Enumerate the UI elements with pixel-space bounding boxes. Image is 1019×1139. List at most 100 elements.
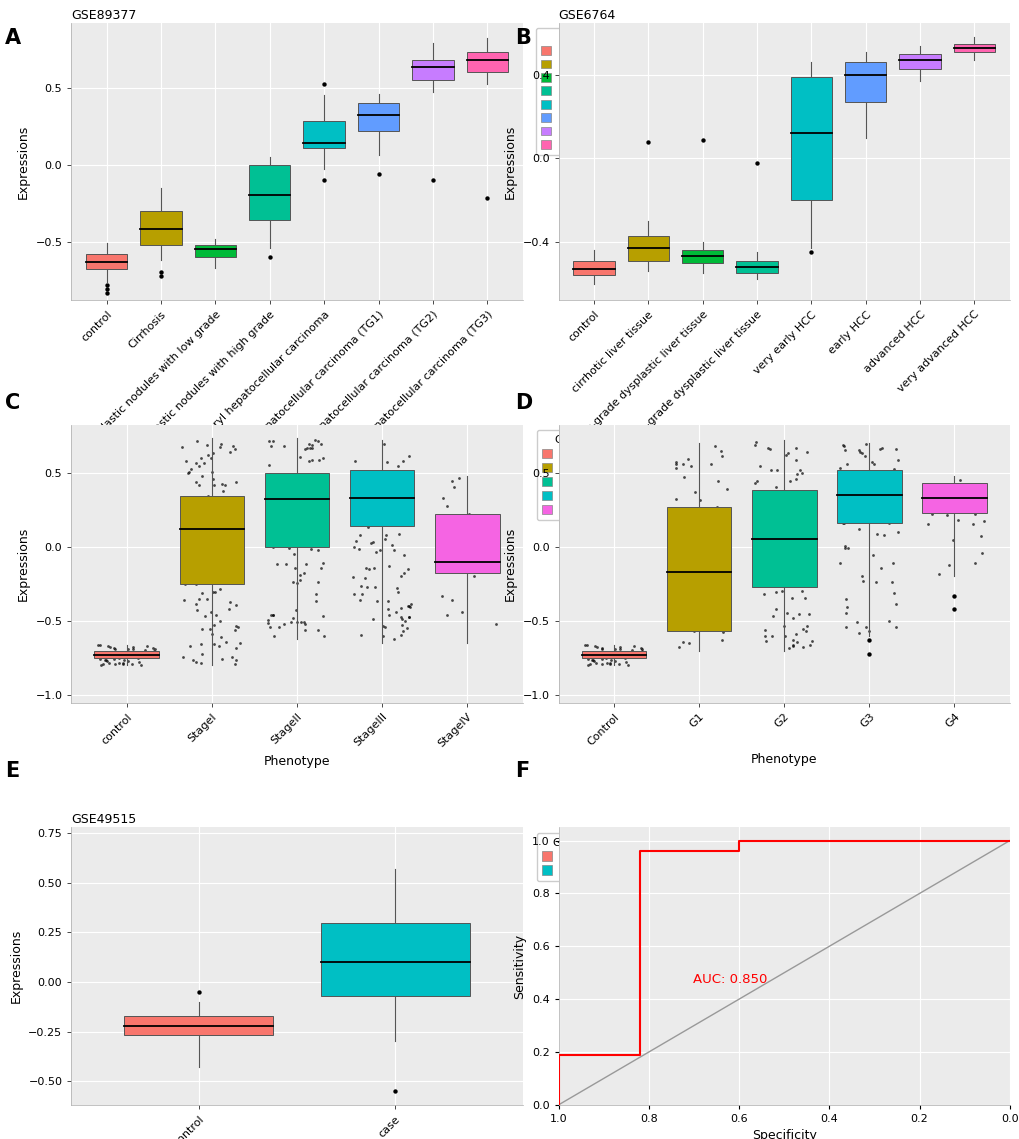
Bar — [320, 923, 469, 995]
Point — [114, 655, 130, 673]
Point — [616, 649, 633, 667]
Point — [479, 189, 495, 207]
Point — [129, 649, 146, 667]
Point — [120, 653, 137, 671]
Point — [686, 505, 702, 523]
Point — [877, 492, 894, 510]
Point — [627, 646, 643, 664]
Point — [231, 517, 248, 535]
Point — [774, 617, 791, 636]
Point — [309, 573, 325, 591]
Point — [136, 645, 152, 663]
Point — [392, 567, 409, 585]
Point — [694, 540, 710, 558]
Point — [793, 464, 809, 482]
Point — [229, 525, 246, 543]
Point — [204, 462, 220, 481]
Point — [834, 436, 850, 454]
Point — [400, 597, 417, 615]
Point — [799, 554, 815, 572]
Point — [633, 640, 649, 658]
Point — [284, 573, 301, 591]
Point — [359, 577, 375, 596]
Point — [975, 482, 991, 500]
Point — [369, 592, 385, 611]
Point — [860, 631, 876, 649]
Point — [379, 600, 395, 618]
Point — [610, 655, 627, 673]
Bar — [790, 77, 832, 200]
Point — [973, 544, 989, 563]
Point — [226, 511, 243, 530]
Point — [685, 575, 701, 593]
X-axis label: Specificity: Specificity — [751, 1130, 816, 1139]
Point — [352, 482, 368, 500]
Point — [346, 452, 363, 470]
Point — [180, 572, 197, 590]
Y-axis label: Expressions: Expressions — [16, 124, 30, 198]
Point — [229, 533, 246, 551]
Point — [199, 445, 215, 464]
Point — [222, 443, 238, 461]
Point — [780, 491, 796, 509]
Point — [353, 576, 369, 595]
Point — [686, 483, 702, 501]
Point — [367, 577, 383, 596]
Point — [384, 482, 400, 500]
Point — [220, 599, 236, 617]
Point — [226, 621, 243, 639]
Point — [860, 645, 876, 663]
Point — [193, 654, 209, 672]
Point — [837, 604, 853, 622]
Point — [269, 518, 285, 536]
Bar — [350, 469, 414, 526]
Point — [580, 656, 596, 674]
Point — [275, 436, 291, 454]
Point — [884, 460, 901, 478]
Point — [787, 625, 803, 644]
Point — [174, 437, 191, 456]
Point — [211, 612, 227, 630]
Point — [192, 539, 208, 557]
Point — [193, 550, 209, 568]
Point — [784, 631, 800, 649]
Point — [362, 534, 378, 552]
Point — [196, 527, 212, 546]
Point — [205, 444, 221, 462]
Point — [216, 499, 232, 517]
Point — [585, 642, 601, 661]
Point — [265, 606, 281, 624]
Point — [178, 513, 195, 531]
Point — [698, 538, 714, 556]
Point — [690, 591, 706, 609]
Point — [857, 435, 873, 453]
Point — [261, 519, 277, 538]
Point — [802, 542, 818, 560]
Point — [189, 542, 205, 560]
Point — [263, 437, 279, 456]
Point — [606, 640, 623, 658]
Point — [392, 608, 409, 626]
Point — [698, 589, 714, 607]
Point — [768, 509, 785, 527]
Point — [184, 538, 201, 556]
Point — [204, 469, 220, 487]
Point — [99, 280, 115, 298]
Point — [316, 75, 332, 93]
Point — [581, 655, 597, 673]
X-axis label: Phenotype: Phenotype — [750, 452, 816, 466]
Point — [101, 654, 117, 672]
Point — [618, 653, 634, 671]
Point — [776, 445, 793, 464]
Point — [783, 559, 799, 577]
Point — [803, 563, 819, 581]
Point — [797, 622, 813, 640]
Point — [694, 131, 710, 149]
Point — [396, 613, 413, 631]
Point — [624, 641, 640, 659]
Point — [588, 638, 604, 656]
Point — [304, 451, 320, 469]
Point — [691, 591, 707, 609]
Point — [400, 608, 417, 626]
Point — [853, 469, 869, 487]
